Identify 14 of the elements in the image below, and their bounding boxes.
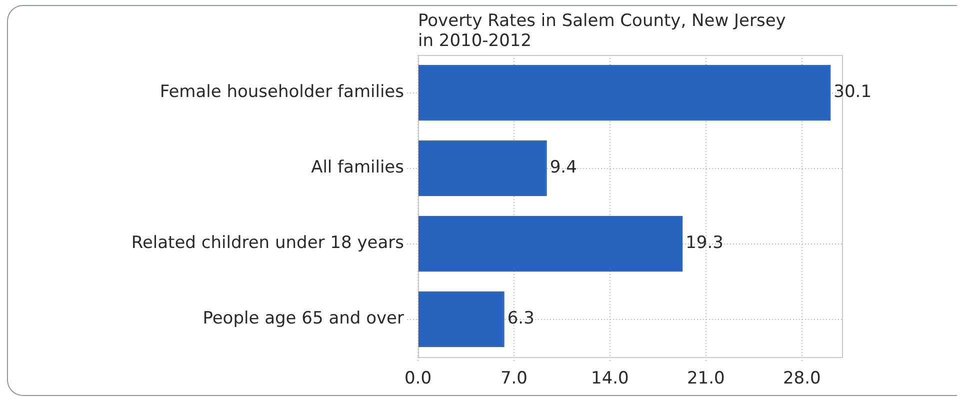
data-label: 30.1 xyxy=(834,82,872,102)
y-tick-label: Related children under 18 years xyxy=(131,233,404,254)
y-tick-label: People age 65 and over xyxy=(202,308,404,329)
x-tick-label: 7.0 xyxy=(500,368,528,389)
x-tick-label: 21.0 xyxy=(686,368,725,389)
data-label: 19.3 xyxy=(686,233,724,254)
data-label: 6.3 xyxy=(507,308,534,329)
x-tick-label: 0.0 xyxy=(404,368,432,389)
x-tick-label: 14.0 xyxy=(591,368,629,389)
data-label: 9.4 xyxy=(550,158,577,178)
chart-title: Poverty Rates in Salem County, New Jersey in 2010-2012 xyxy=(418,11,786,51)
y-tick-label: Female householder families xyxy=(160,82,404,102)
x-tick-label: 28.0 xyxy=(782,368,821,389)
y-tick-label: All families xyxy=(311,158,404,178)
